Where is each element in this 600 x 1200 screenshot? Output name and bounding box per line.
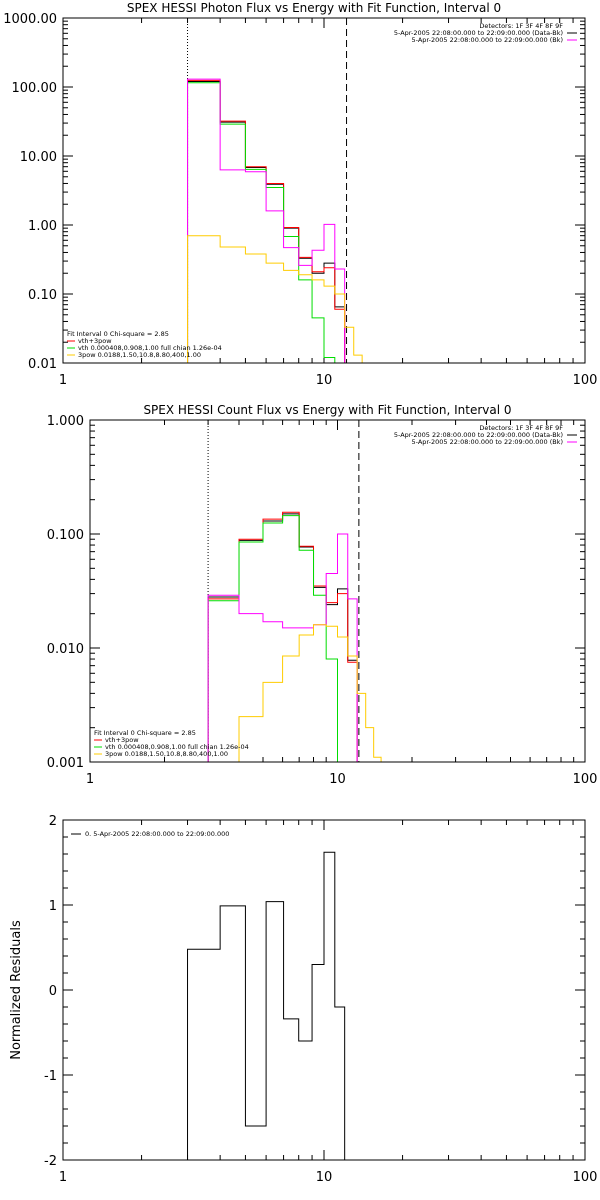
legend-bottom-entry: vth 0.000408,0.908,1.00 full chian 1.26e… (105, 743, 249, 751)
chart-title: SPEX HESSI Photon Flux vs Energy with Fi… (127, 1, 501, 15)
series-2-histogram (187, 79, 346, 363)
x-tick-label: 1 (59, 373, 67, 388)
series-3-histogram (187, 82, 336, 363)
legend-top-entry: Detectors: 1F 3F 4F 8F 9F (479, 424, 563, 432)
y-tick-label: 1000.00 (3, 12, 57, 27)
y-tick-label: 0 (49, 984, 57, 999)
series-5-histogram (187, 235, 363, 363)
series-4-histogram (187, 78, 346, 363)
legend-top-entry: 5-Apr-2005 22:08:00.000 to 22:09:00.000 … (394, 431, 563, 439)
legend-bottom-entry: Fit Interval 0 Chi-square = 2.85 (67, 330, 169, 338)
x-tick-label: 100 (573, 373, 598, 388)
plot-frame (62, 819, 586, 1161)
x-tick-label: 100 (573, 1170, 598, 1185)
x-tick-label: 1 (86, 772, 94, 787)
panel-2: SPEX HESSI Count Flux vs Energy with Fit… (47, 403, 598, 787)
legend-bottom-entry: 3pow 0.0188,1.50,10.8,8.80,400,1.00 (105, 750, 228, 758)
panel-3: Normalized Residuals 1 10 100 -2 -1 0 1 2 0. 5-Ap… (9, 814, 597, 1185)
series-1-histogram (187, 81, 346, 363)
y-tick-label: 0.01 (28, 357, 57, 372)
legend-bottom-entry: vth 0.000408,0.908,1.00 full chian 1.26e… (78, 344, 222, 352)
series-2-histogram (207, 511, 358, 762)
y-tick-label: 1 (49, 899, 57, 914)
x-tick-label: 10 (316, 373, 333, 388)
legend-top-entry: 5-Apr-2005 22:08:00.000 to 22:09:00.000 … (412, 438, 563, 446)
y-tick-label: 1.00 (28, 219, 57, 234)
series-5-histogram (238, 624, 382, 762)
series-1-histogram (187, 851, 346, 1160)
y-tick-label: 0.100 (47, 528, 84, 543)
x-tick-label: 10 (329, 772, 346, 787)
series-4-histogram (207, 533, 358, 762)
y-tick-label: 10.00 (20, 150, 57, 165)
y-tick-label: -2 (44, 1154, 57, 1169)
series-3-histogram (207, 515, 338, 762)
legend-entry: 0. 5-Apr-2005 22:08:00.000 to 22:09:00.0… (85, 830, 229, 838)
x-tick-label: 10 (316, 1170, 333, 1185)
y-tick-label: 0.001 (47, 756, 84, 771)
legend-bottom-entry: 3pow 0.0188,1.50,10.8,8.80,400,1.00 (78, 351, 201, 359)
chart-title: SPEX HESSI Count Flux vs Energy with Fit… (143, 403, 511, 417)
legend-bottom-entry: vth+3pow (105, 736, 139, 744)
legend-top-entry: 5-Apr-2005 22:08:00.000 to 22:09:00.000 … (412, 36, 563, 44)
x-tick-label: 100 (573, 772, 598, 787)
y-tick-label: -1 (44, 1069, 57, 1084)
plot-frame (62, 17, 586, 364)
y-tick-label: 0.10 (28, 288, 57, 303)
legend-top-entry: Detectors: 1F 3F 4F 8F 9F (479, 22, 563, 30)
x-tick-label: 1 (59, 1170, 67, 1185)
plot-frame (89, 419, 586, 763)
y-tick-label: 2 (49, 814, 57, 829)
panel-1: SPEX HESSI Photon Flux vs Energy with Fi… (3, 1, 598, 388)
legend-top-entry: 5-Apr-2005 22:08:00.000 to 22:09:00.000 … (394, 29, 563, 37)
y-axis-label: Normalized Residuals (9, 920, 24, 1060)
series-1-histogram (207, 513, 358, 762)
legend-bottom-entry: vth+3pow (78, 337, 112, 345)
y-tick-label: 1.000 (47, 414, 84, 429)
legend-bottom-entry: Fit Interval 0 Chi-square = 2.85 (94, 729, 196, 737)
y-tick-label: 100.00 (12, 81, 58, 96)
y-tick-label: 0.010 (47, 642, 84, 657)
